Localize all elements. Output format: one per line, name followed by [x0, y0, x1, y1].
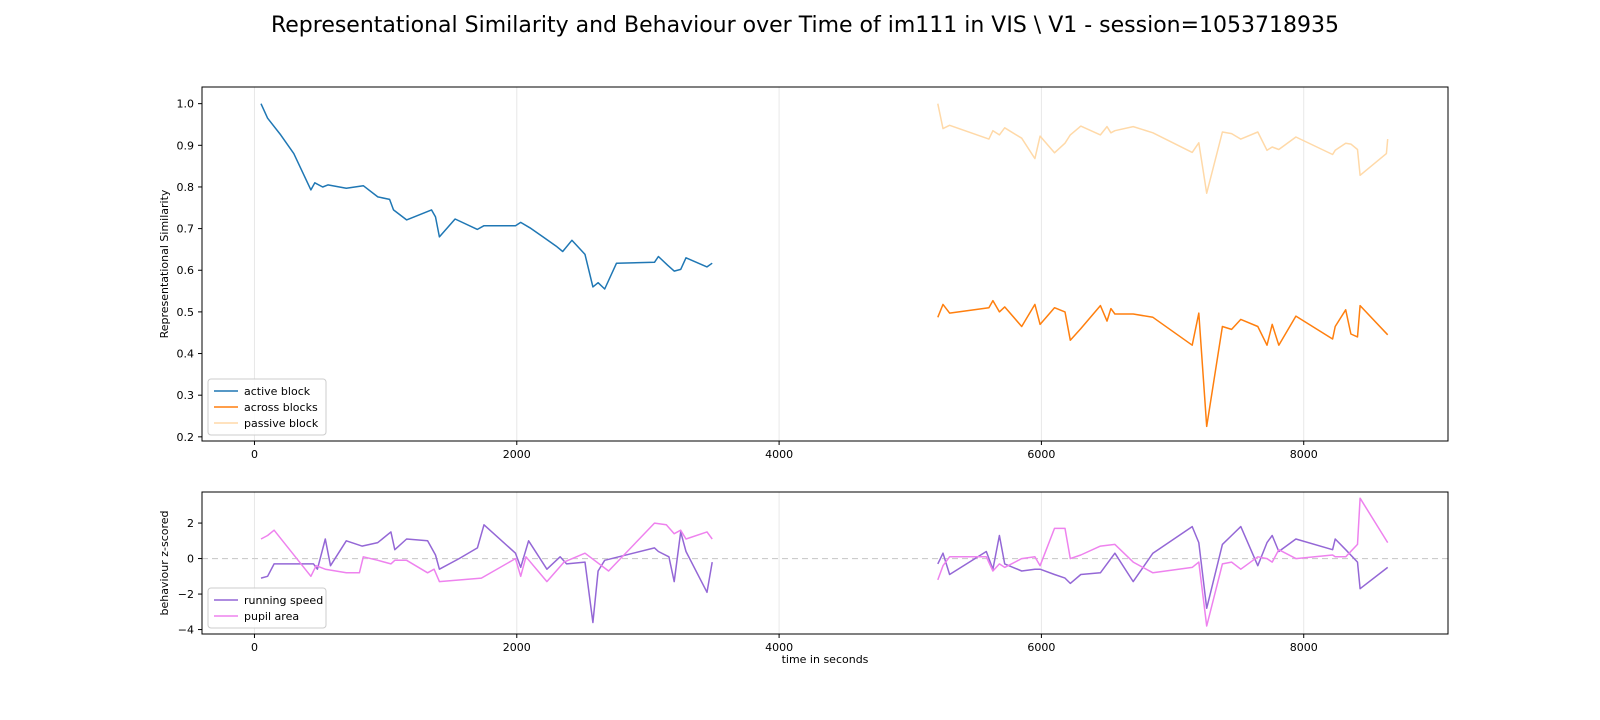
x-tick-label: 2000: [503, 641, 531, 654]
y-tick-label: 0.3: [177, 389, 195, 402]
series-line-running-speed: [260, 524, 713, 624]
y-tick-label: 0.5: [177, 306, 195, 319]
y-tick-label: −4: [178, 624, 194, 637]
y-tick-label: 0.8: [177, 181, 195, 194]
legend-entry: pupil area: [244, 610, 299, 623]
legend-entry: across blocks: [244, 401, 318, 414]
legend: active block across blocks passive block: [207, 378, 327, 436]
y-tick-label: 1.0: [177, 98, 195, 111]
series-line-passive-block: [937, 103, 1389, 194]
axes-frame: [201, 86, 1449, 442]
axes-frame: [201, 491, 1449, 635]
x-tick-label: 0: [251, 448, 258, 461]
similarity-panel: 0 2000 4000 6000 8000 0.2 0.3 0.4 0.5 0.6 0.7 0.8 0.…: [158, 86, 1449, 461]
y-tick-label: 0.6: [177, 264, 195, 277]
series-line-pupil-area: [260, 522, 713, 583]
x-tick-label: 6000: [1027, 448, 1055, 461]
y-tick-label: 0.2: [177, 431, 195, 444]
figure-title: Representational Similarity and Behaviou…: [271, 13, 1339, 38]
y-tick-label: 0.7: [177, 223, 195, 236]
y-tick-label: 0.4: [177, 348, 195, 361]
y-axis-label: Representational Similarity: [158, 189, 171, 338]
series-line-running-speed: [937, 525, 1389, 610]
x-tick-label: 8000: [1290, 448, 1318, 461]
legend-entry: passive block: [244, 417, 319, 430]
legend-entry: active block: [244, 385, 311, 398]
y-tick-label: 2: [187, 517, 194, 530]
x-tick-label: 4000: [765, 641, 793, 654]
y-tick-label: −2: [178, 588, 194, 601]
legend-box: [207, 378, 327, 436]
y-tick-label: 0: [187, 553, 194, 566]
legend-box: [207, 587, 327, 629]
legend: running speed pupil area: [207, 587, 327, 629]
x-tick-label: 2000: [503, 448, 531, 461]
x-axis-label: time in seconds: [782, 653, 869, 666]
legend-entry: running speed: [244, 594, 323, 607]
x-tick-label: 8000: [1290, 641, 1318, 654]
series-line-across-blocks: [937, 299, 1389, 428]
x-tick-label: 0: [251, 641, 258, 654]
x-tick-label: 6000: [1027, 641, 1055, 654]
y-tick-label: 0.9: [177, 139, 195, 152]
y-axis-label: behaviour z-scored: [158, 510, 171, 615]
series-line-pupil-area: [937, 497, 1389, 627]
series-line-active-block: [260, 103, 713, 290]
x-tick-label: 4000: [765, 448, 793, 461]
behaviour-panel: 0 2000 4000 6000 8000 −4 −2 0 2 behaviour z-score…: [158, 491, 1449, 666]
